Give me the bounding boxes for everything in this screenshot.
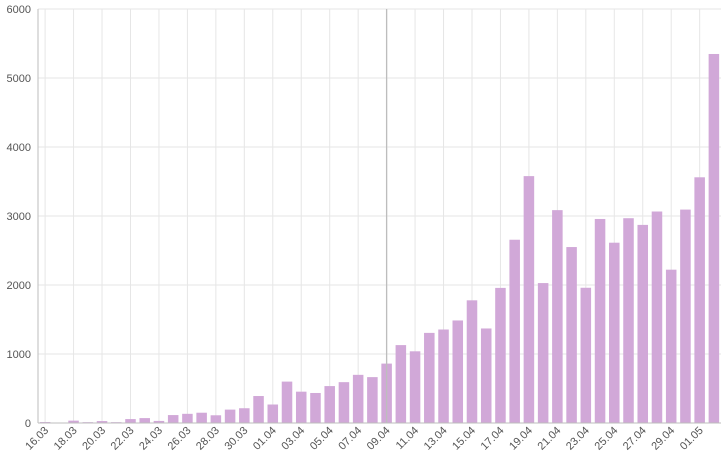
- bar: [139, 418, 150, 423]
- bar: [424, 332, 435, 423]
- y-tick-label: 4000: [7, 142, 31, 154]
- bar: [623, 218, 634, 423]
- x-tick-label: 11.04: [394, 425, 421, 452]
- x-tick-label: 07.04: [336, 425, 364, 453]
- y-tick-label: 3000: [7, 211, 31, 223]
- bar: [310, 392, 321, 423]
- bar: [580, 287, 592, 423]
- bar: [338, 382, 350, 423]
- bar: [125, 419, 136, 423]
- bar: [352, 374, 364, 423]
- bar: [267, 404, 279, 423]
- x-tick-label: 25.04: [592, 425, 620, 453]
- bar-series: [39, 53, 720, 424]
- bar: [224, 409, 236, 423]
- bar: [509, 239, 520, 423]
- bar: [253, 396, 264, 423]
- bar: [694, 177, 705, 423]
- x-tick-label: 09.04: [365, 425, 393, 453]
- bar: [182, 413, 193, 423]
- bar: [324, 386, 335, 423]
- x-axis: 16.03 18.03 20.03 22.03 24.03 26.03 28.03 30.03…: [23, 422, 721, 453]
- bar: [452, 320, 464, 423]
- x-tick-label: 24.03: [137, 425, 165, 453]
- bar: [96, 421, 108, 423]
- x-tick-label: 01.05: [678, 425, 706, 453]
- y-tick-label: 0: [25, 418, 31, 430]
- y-tick-label: 5000: [7, 73, 31, 85]
- bar: [708, 53, 720, 423]
- bar: [239, 408, 250, 423]
- bar: [537, 283, 549, 423]
- x-tick-label: 19.04: [507, 425, 535, 453]
- y-tick-label: 1000: [7, 349, 31, 361]
- bar: [281, 381, 293, 423]
- bar: [651, 211, 663, 423]
- x-tick-label: 22.03: [109, 425, 137, 453]
- bar: [480, 328, 492, 423]
- y-tick-label: 6000: [7, 4, 31, 16]
- x-tick-label: 29.04: [649, 425, 677, 453]
- bar: [153, 420, 165, 423]
- x-tick-label: 20.03: [80, 425, 108, 453]
- bar: [637, 224, 649, 423]
- bar: [552, 210, 563, 423]
- bar: [167, 415, 179, 423]
- bar: [665, 269, 677, 423]
- x-tick-label: 18.03: [52, 425, 80, 453]
- x-tick-label: 13.04: [422, 425, 450, 453]
- bar: [210, 415, 222, 423]
- bar: [495, 287, 506, 423]
- x-tick-label: 01.04: [251, 425, 279, 453]
- bar: [523, 176, 535, 423]
- x-tick-label: 28.03: [194, 425, 222, 453]
- bar: [609, 242, 620, 423]
- bar: [295, 391, 307, 423]
- bar: [680, 209, 691, 423]
- x-tick-label: 05.04: [308, 425, 336, 453]
- y-tick-label: 2000: [7, 280, 31, 292]
- bar: [566, 247, 577, 423]
- bar: [409, 351, 421, 423]
- x-tick-label: 03.04: [279, 425, 307, 453]
- bar: [68, 420, 79, 423]
- x-tick-label: 21.04: [536, 425, 564, 453]
- x-tick-label: 15.04: [450, 425, 478, 453]
- x-tick-label: 27.04: [621, 425, 649, 453]
- y-axis: 0 1000 2000 3000 4000 5000 6000: [7, 4, 39, 430]
- bar: [438, 329, 449, 423]
- bar: [466, 300, 478, 423]
- bar: [196, 412, 207, 423]
- x-tick-label: 17.04: [479, 425, 507, 453]
- bar: [367, 377, 378, 423]
- x-tick-label: 30.03: [222, 425, 250, 453]
- bar: [395, 345, 407, 423]
- x-tick-label: 23.04: [564, 425, 592, 453]
- x-tick-label: 26.03: [166, 425, 194, 453]
- bar: [594, 218, 606, 423]
